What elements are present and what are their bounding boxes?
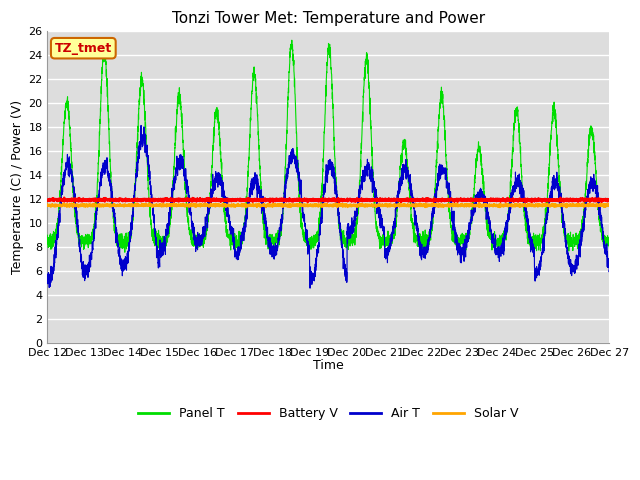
Solar V [423,202,431,207]
Air T [605,263,612,268]
Line: Panel T: Panel T [47,40,609,252]
Panel T [454,234,462,240]
Solar V [307,202,315,208]
Y-axis label: Temperature (C) / Power (V): Temperature (C) / Power (V) [11,100,24,275]
Battery V [454,197,462,203]
Panel T [44,232,51,238]
Battery V [424,197,431,203]
Battery V [145,197,152,203]
Solar V [44,203,51,208]
Title: Tonzi Tower Met: Temperature and Power: Tonzi Tower Met: Temperature and Power [172,11,485,26]
Air T [145,158,152,164]
Line: Air T: Air T [47,125,609,288]
Air T [605,268,613,274]
Battery V [60,194,68,200]
Air T [454,240,462,246]
Text: TZ_tmet: TZ_tmet [54,42,112,55]
Solar V [486,202,494,208]
Air T [308,274,316,280]
Air T [306,285,314,291]
Battery V [605,198,612,204]
Battery V [44,197,51,203]
Panel T [424,240,431,245]
Air T [44,281,51,287]
X-axis label: Time: Time [313,360,344,372]
Panel T [486,229,494,235]
Legend: Panel T, Battery V, Air T, Solar V: Panel T, Battery V, Air T, Solar V [133,402,524,425]
Panel T [145,186,152,192]
Panel T [308,243,316,249]
Air T [486,224,494,229]
Solar V [454,203,462,208]
Battery V [266,200,274,205]
Battery V [605,196,613,202]
Panel T [605,245,613,251]
Solar V [605,202,612,208]
Line: Solar V: Solar V [47,203,609,207]
Line: Battery V: Battery V [47,197,609,203]
Solar V [145,203,152,208]
Panel T [121,249,129,255]
Solar V [476,200,483,206]
Solar V [605,202,613,207]
Panel T [605,242,612,248]
Air T [424,240,431,246]
Solar V [563,204,570,210]
Panel T [288,37,296,43]
Air T [137,122,145,128]
Battery V [308,197,316,203]
Battery V [486,196,494,202]
